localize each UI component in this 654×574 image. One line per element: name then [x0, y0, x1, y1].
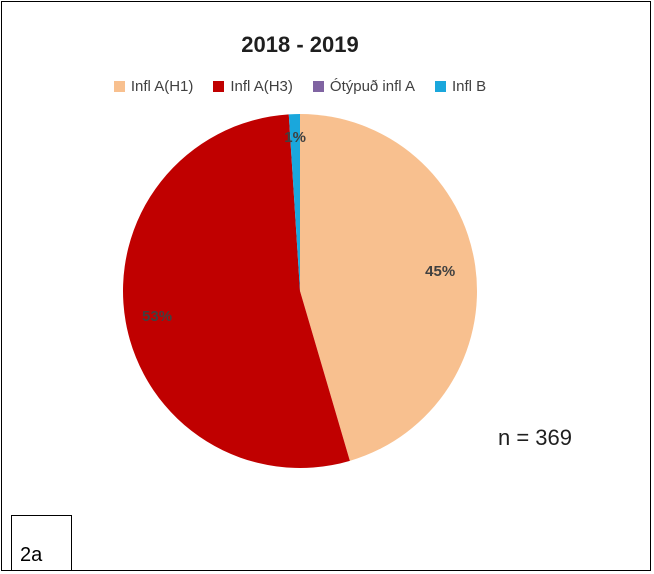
pie-slice-infl-a-h1- — [300, 114, 477, 461]
legend-item-infl-a-h1: Infl A(H1) — [113, 78, 194, 95]
pie-data-labels: 45% 53% 1% — [142, 129, 455, 325]
legend-item-infl-b: Infl B — [434, 78, 487, 95]
pie-slices — [122, 114, 477, 469]
sample-size-label: n = 369 — [498, 425, 573, 450]
pie-data-label: 53% — [142, 308, 172, 325]
legend-label: Ótýpuð infl A — [329, 78, 415, 95]
legend-item-otypud-infl-a: Ótýpuð infl A — [312, 78, 415, 95]
chart-legend: Infl A(H1) Infl A(H3) Ótýpuð infl A Infl… — [0, 78, 600, 95]
legend-label: Infl A(H1) — [130, 78, 194, 95]
figure-tag-box: 2a — [11, 515, 72, 571]
pie-data-label: 45% — [425, 263, 455, 280]
legend-swatch — [113, 81, 125, 92]
figure-tag-label: 2a — [20, 544, 43, 566]
legend-item-infl-a-h3: Infl A(H3) — [213, 78, 293, 95]
pie-data-label: 1% — [284, 129, 306, 146]
legend-swatch — [312, 81, 324, 92]
legend-swatch — [213, 81, 225, 92]
legend-swatch — [434, 81, 446, 92]
chart-title: 2018 - 2019 — [241, 32, 359, 57]
pie-slice-infl-a-h3- — [122, 114, 350, 469]
pie-slice-infl-b — [288, 114, 300, 291]
legend-label: Infl A(H3) — [230, 78, 293, 95]
legend-label: Infl B — [451, 78, 487, 95]
